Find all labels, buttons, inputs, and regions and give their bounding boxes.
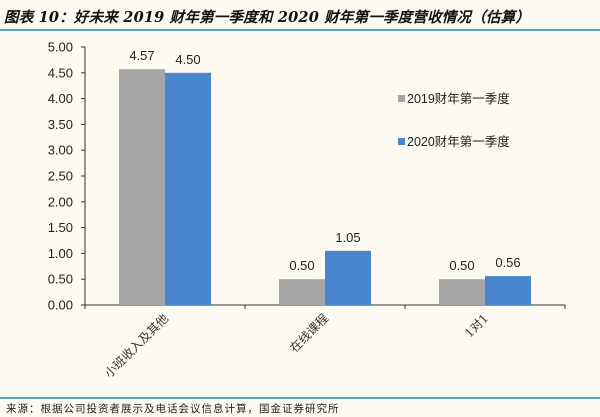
legend-swatch-2019 xyxy=(398,95,405,102)
y-tick-label: 4.50 xyxy=(48,65,73,80)
bar-2020 xyxy=(165,72,211,305)
title-divider xyxy=(0,29,600,31)
legend-label: 2020财年第一季度 xyxy=(407,134,510,149)
data-label: 0.50 xyxy=(289,258,314,273)
legend-swatch-2020 xyxy=(398,138,405,145)
y-tick-label: 5.00 xyxy=(48,40,73,55)
bar-2019 xyxy=(279,279,325,305)
footer-divider xyxy=(0,397,600,399)
y-tick-label: 1.00 xyxy=(48,246,73,261)
data-label: 1.05 xyxy=(335,230,360,245)
y-tick-label: 4.00 xyxy=(48,91,73,106)
y-tick-label: 3.00 xyxy=(48,143,73,158)
y-tick-label: 0.00 xyxy=(48,298,73,313)
legend-label: 2019财年第一季度 xyxy=(407,91,510,106)
y-tick-label: 2.00 xyxy=(48,194,73,209)
x-category-label: 在线课程 xyxy=(287,311,332,356)
data-label: 0.56 xyxy=(495,255,520,270)
bar-2020 xyxy=(325,250,371,305)
source-note: 来源：根据公司投资者展示及电话会议信息计算，国金证券研究所 xyxy=(6,403,340,415)
data-label: 4.57 xyxy=(129,48,154,63)
data-label: 4.50 xyxy=(175,52,200,67)
bar-2019 xyxy=(119,69,165,305)
y-tick-label: 3.50 xyxy=(48,117,73,132)
bar-2020 xyxy=(485,276,531,305)
y-tick-label: 1.50 xyxy=(48,220,73,235)
chart-title: 图表 10：好未来 2019 财年第一季度和 2020 财年第一季度营收情况（估… xyxy=(4,9,531,26)
x-category-label: 小班收入及其他 xyxy=(102,311,171,380)
bar-2019 xyxy=(439,279,485,305)
x-category-label: 1对1 xyxy=(462,311,491,340)
y-tick-label: 2.50 xyxy=(48,169,73,184)
data-label: 0.50 xyxy=(449,258,474,273)
y-tick-label: 0.50 xyxy=(48,272,73,287)
